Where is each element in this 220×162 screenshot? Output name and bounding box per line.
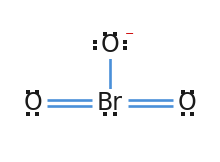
Text: O: O — [178, 91, 197, 115]
Text: −: − — [125, 29, 134, 39]
Text: Br: Br — [97, 91, 123, 115]
Text: O: O — [23, 91, 42, 115]
Text: O: O — [101, 33, 119, 57]
